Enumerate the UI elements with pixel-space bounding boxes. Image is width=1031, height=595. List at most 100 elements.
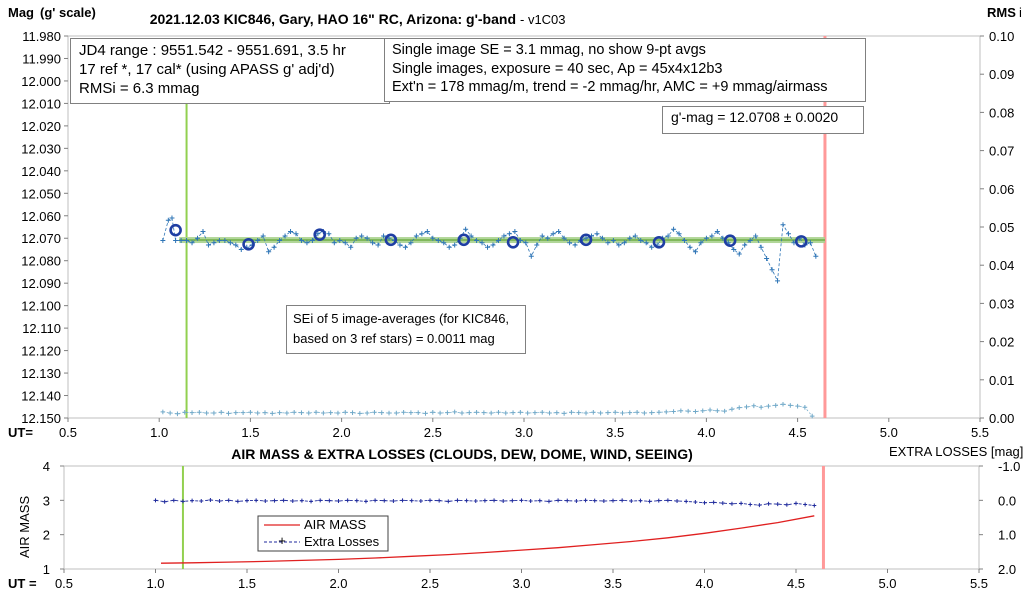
rms-point	[445, 410, 450, 415]
single-image-se-text: Single image SE = 3.1 mmag, no show 9-pt…	[392, 42, 706, 58]
extra-losses-point	[592, 498, 597, 503]
single-image-point	[184, 237, 190, 243]
ref-stars-text: 17 ref *, 17 cal* (using APASS g' adj'd)	[79, 61, 335, 79]
extra-losses-point	[482, 498, 487, 503]
single-image-point	[753, 233, 759, 239]
y2-tick-label: 0.02	[989, 335, 1014, 350]
y2-tick-label: 0.01	[989, 373, 1014, 388]
single-image-point	[200, 228, 206, 234]
rms-point	[379, 410, 385, 415]
extra-losses-point	[629, 499, 634, 504]
extra-losses-point	[693, 500, 698, 505]
extra-losses-point	[299, 498, 304, 503]
extra-losses-point	[766, 501, 771, 506]
rms-point	[204, 410, 209, 416]
single-image-point	[189, 240, 195, 246]
extra-losses-point	[272, 498, 277, 503]
single-image-point	[561, 235, 567, 241]
rms-point	[175, 411, 180, 417]
single-image-point	[769, 267, 775, 273]
single-image-point	[649, 244, 655, 250]
extra-losses-point	[354, 498, 359, 503]
rms-point	[313, 409, 319, 415]
extra-losses-point	[665, 498, 670, 503]
image-average-point	[723, 234, 737, 248]
rms-point	[649, 410, 654, 415]
exposure-text: Single images, exposure = 40 sec, Ap = 4…	[392, 60, 723, 77]
extra-losses-point	[684, 499, 689, 504]
rms-point	[321, 410, 326, 416]
airmass-chart-title: AIR MASS & EXTRA LOSSES (CLOUDS, DEW, DO…	[231, 446, 693, 462]
bottom-x-tick-label: 1.5	[238, 576, 256, 591]
extra-losses-point	[327, 498, 332, 503]
rms-point	[598, 410, 603, 416]
image-average-point	[794, 235, 808, 248]
single-image-point	[616, 242, 622, 248]
rms-point	[197, 409, 202, 415]
extra-losses-point	[757, 503, 762, 508]
extra-losses-point	[363, 499, 368, 504]
rms-point	[218, 409, 224, 415]
rms-point	[306, 410, 312, 416]
x-tick-label: 5.0	[880, 425, 898, 440]
rms-point	[423, 411, 428, 416]
extra-losses-tick-label: 0.0	[998, 493, 1016, 508]
rms-point	[802, 405, 808, 410]
extra-losses-point	[638, 498, 643, 503]
bottom-x-tick-label: 1.0	[146, 576, 164, 591]
single-image-point	[627, 235, 633, 241]
extra-losses-tick-label: 2.0	[998, 562, 1016, 577]
single-image-point	[337, 237, 343, 243]
airmass-tick-label: 1	[43, 562, 50, 577]
rms-point	[525, 410, 530, 416]
image-average-point	[506, 235, 520, 249]
rms-point	[357, 411, 363, 416]
rms-point	[408, 410, 414, 415]
extra-losses-point	[739, 501, 744, 506]
rms-point	[554, 410, 560, 415]
single-image-point	[165, 217, 171, 223]
x-tick-label: 0.5	[59, 425, 77, 440]
extra-losses-point	[601, 499, 606, 504]
rms-point	[437, 410, 443, 416]
y-tick-label: 12.130	[21, 366, 61, 381]
extra-losses-tick-label: -1.0	[998, 459, 1020, 474]
single-image-point	[173, 237, 179, 243]
extra-losses-point	[729, 501, 734, 506]
single-image-point	[714, 228, 720, 234]
y-tick-label: 12.110	[22, 321, 61, 336]
airmass-tick-label: 3	[43, 493, 50, 508]
extra-losses-point	[537, 498, 542, 503]
y-tick-label: 12.100	[21, 299, 61, 314]
rms-point	[496, 409, 501, 415]
single-image-point	[298, 237, 304, 243]
rms-point	[678, 408, 684, 414]
y2-tick-label: 0.07	[989, 144, 1014, 159]
single-image-point	[528, 253, 534, 259]
x-tick-label: 5.5	[971, 425, 989, 440]
rms-point	[401, 409, 406, 415]
extinction-text: Ext'n = 178 mmag/m, trend = -2 mmag/hr, …	[392, 79, 828, 96]
single-image-point	[424, 228, 430, 234]
single-image-point	[381, 233, 387, 239]
rms-point	[226, 411, 231, 416]
single-image-point	[512, 228, 518, 234]
x-tick-label: 2.5	[424, 425, 442, 440]
single-image-point	[742, 242, 748, 248]
rms-point	[642, 410, 647, 416]
single-image-point	[216, 237, 222, 243]
rms-point	[262, 410, 268, 415]
extra-losses-point	[812, 503, 817, 508]
jd-range-text: JD4 range : 9551.542 - 9551.691, 3.5 hr	[79, 42, 346, 59]
extra-losses-point	[702, 500, 707, 505]
single-image-point	[315, 231, 321, 237]
extra-losses-point	[528, 499, 533, 504]
y-tick-label: 12.140	[21, 389, 61, 404]
single-image-point	[326, 231, 332, 237]
extra-losses-point	[400, 498, 405, 503]
y2-tick-label: 0.03	[989, 296, 1014, 311]
y-axis-label-sub: (g' scale)	[40, 5, 96, 20]
single-image-point	[222, 237, 228, 243]
image-average-point	[457, 233, 471, 247]
rms-point	[510, 410, 516, 415]
